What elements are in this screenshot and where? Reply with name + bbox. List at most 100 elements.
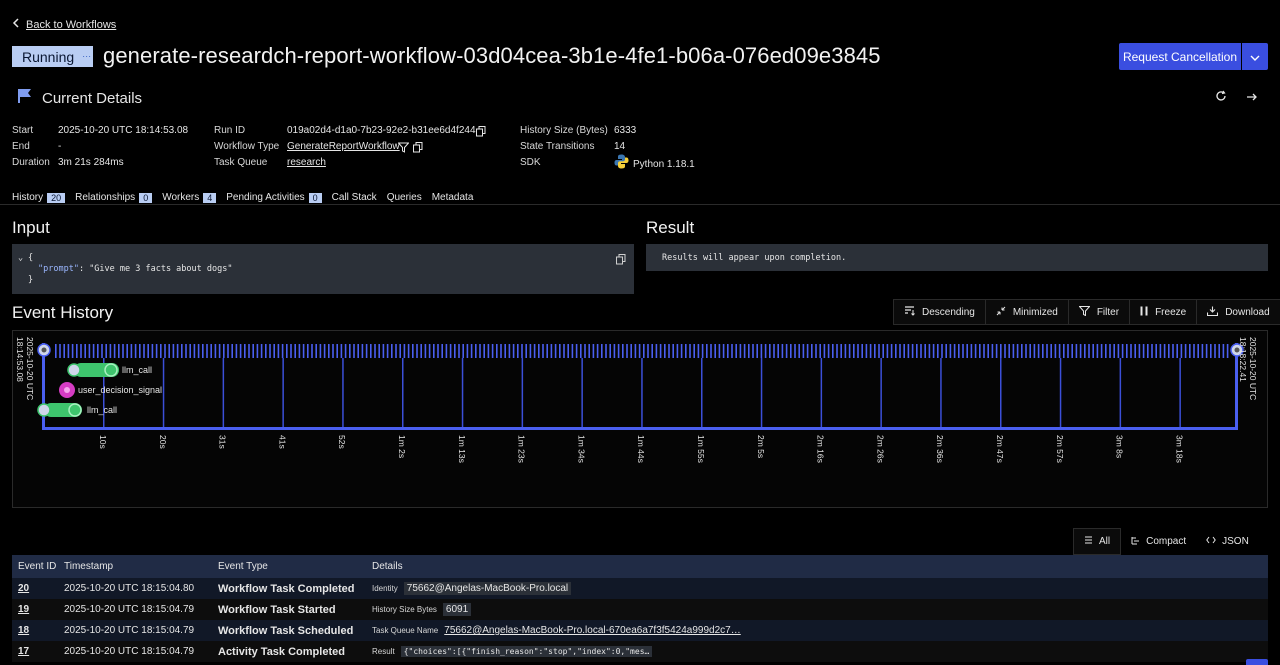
timeline-event-stripe xyxy=(428,344,431,358)
table-row[interactable]: 18 2025-10-20 UTC 18:15:04.79 Workflow T… xyxy=(12,620,1268,641)
column-header-timestamp[interactable]: Timestamp xyxy=(58,555,212,578)
workflow-type-link[interactable]: GenerateReportWorkflow xyxy=(287,141,400,152)
filter-by-type-button[interactable] xyxy=(397,140,410,158)
timeline-event-stripe xyxy=(365,344,368,358)
event-id-link[interactable]: 20 xyxy=(18,583,30,594)
tab-pending-activities[interactable]: Pending Activities 0 xyxy=(226,192,322,203)
detail-value-link[interactable]: 75662@Angelas-MacBook-Pro.local-670ea6a7… xyxy=(444,625,741,636)
timeline-event-stripe xyxy=(1063,344,1065,358)
timeline-event-stripe xyxy=(487,344,490,358)
timeline-event-stripe xyxy=(353,344,355,358)
timeline-tick-label: 1m 13s xyxy=(456,435,467,463)
timeline-event-stripe xyxy=(1210,344,1212,358)
tab-queries[interactable]: Queries xyxy=(387,192,422,203)
timeline-event-stripe xyxy=(836,344,838,358)
minimized-button[interactable]: Minimized xyxy=(985,300,1069,324)
event-timeline[interactable]: llm_call user_decision_signal llm_call 2… xyxy=(12,330,1268,508)
request-cancellation-button[interactable]: Request Cancellation xyxy=(1119,43,1241,70)
copy-workflow-type-button[interactable] xyxy=(413,140,423,158)
table-row[interactable]: 20 2025-10-20 UTC 18:15:04.80 Workflow T… xyxy=(12,578,1268,599)
timeline-event-stripe xyxy=(1113,344,1115,358)
copy-run-id-button[interactable] xyxy=(476,124,486,142)
workflow-start-marker[interactable] xyxy=(37,343,51,357)
tab-metadata[interactable]: Metadata xyxy=(432,192,474,203)
scroll-to-top-button[interactable] xyxy=(1246,659,1268,665)
timeline-activity-llm-call-2[interactable] xyxy=(37,403,82,417)
timeline-event-stripe xyxy=(718,344,721,358)
event-id-link[interactable]: 19 xyxy=(18,604,30,615)
result-title: Result xyxy=(646,218,695,237)
timeline-event-stripe xyxy=(130,344,133,358)
freeze-button[interactable]: Freeze xyxy=(1130,300,1198,324)
event-history-title: Event History xyxy=(12,303,114,322)
timeline-event-stripe xyxy=(563,344,565,358)
event-id-link[interactable]: 17 xyxy=(18,646,30,657)
task-queue-link[interactable]: research xyxy=(287,157,326,168)
timeline-event-stripe xyxy=(785,344,788,358)
collapse-toggle-icon[interactable]: ⌄ xyxy=(18,253,24,263)
timeline-event-stripe xyxy=(1100,344,1103,358)
timeline-event-stripe xyxy=(67,344,70,358)
column-header-event-type[interactable]: Event Type xyxy=(212,555,366,578)
timeline-event-stripe xyxy=(748,344,750,358)
timeline-event-stripe xyxy=(685,344,687,358)
expand-panel-button[interactable] xyxy=(1244,90,1260,106)
table-row[interactable]: 19 2025-10-20 UTC 18:15:04.79 Workflow T… xyxy=(12,599,1268,620)
timeline-event-stripe xyxy=(1222,344,1225,358)
status-label: Running xyxy=(22,48,75,65)
timeline-event-stripe xyxy=(613,344,616,358)
download-button[interactable]: Download xyxy=(1197,300,1280,324)
timeline-activity-llm-call-1[interactable] xyxy=(67,363,119,377)
tab-call-stack[interactable]: Call Stack xyxy=(332,192,377,203)
table-row[interactable]: 17 2025-10-20 UTC 18:15:04.79 Activity T… xyxy=(12,641,1268,662)
timeline-event-stripe xyxy=(651,344,653,358)
tab-history[interactable]: History 20 xyxy=(12,192,66,203)
event-timestamp: 2025-10-20 UTC 18:15:04.79 xyxy=(58,599,212,620)
actions-dropdown-button[interactable] xyxy=(1242,43,1268,70)
timeline-tick-label: 1m 2s xyxy=(397,435,407,459)
timeline-event-stripe xyxy=(882,344,884,358)
timeline-event-stripe xyxy=(155,344,158,358)
tab-workers[interactable]: Workers 4 xyxy=(162,192,217,203)
timeline-event-stripe xyxy=(147,344,149,358)
timeline-event-stripe xyxy=(542,344,544,358)
column-header-event-id[interactable]: Event ID xyxy=(12,555,58,578)
tab-label: Call Stack xyxy=(331,192,377,203)
timeline-event-stripe xyxy=(521,344,523,358)
sort-descending-button[interactable]: Descending xyxy=(894,300,986,324)
refresh-button[interactable] xyxy=(1213,90,1229,106)
timeline-tick-line xyxy=(103,358,105,428)
column-header-details[interactable]: Details xyxy=(366,555,1268,578)
timeline-event-stripe xyxy=(332,344,334,358)
timeline-event-stripe xyxy=(508,344,511,358)
timeline-event-stripe xyxy=(727,344,729,358)
event-id-link[interactable]: 18 xyxy=(18,625,30,636)
timeline-signal-user-decision[interactable] xyxy=(59,382,75,398)
timeline-event-stripe xyxy=(962,344,964,358)
timeline-event-stripe xyxy=(1126,344,1128,358)
view-compact-button[interactable]: Compact xyxy=(1121,528,1196,555)
workflow-end-marker[interactable] xyxy=(1230,343,1244,357)
input-title: Input xyxy=(12,218,50,237)
timeline-canvas xyxy=(37,343,1244,430)
timeline-event-stripe xyxy=(1130,344,1132,358)
timeline-event-stripe xyxy=(181,344,183,358)
timeline-event-stripe xyxy=(550,344,553,358)
view-all-button[interactable]: All xyxy=(1073,528,1122,555)
timeline-event-stripe xyxy=(722,344,725,358)
timeline-event-stripe xyxy=(937,344,939,358)
filter-button[interactable]: Filter xyxy=(1068,300,1131,324)
timeline-event-stripe xyxy=(554,344,557,358)
timeline-event-stripe xyxy=(176,344,179,358)
timeline-event-stripe xyxy=(290,344,292,358)
timeline-event-stripe xyxy=(781,344,784,358)
back-to-workflows-link[interactable]: Back to Workflows xyxy=(12,18,116,31)
tab-relationships[interactable]: Relationships 0 xyxy=(75,192,153,203)
detail-value: {"choices":[{"finish_reason":"stop","ind… xyxy=(400,646,653,657)
timeline-event-stripe xyxy=(1042,344,1044,358)
timeline-event-stripe xyxy=(970,344,973,358)
view-json-button[interactable]: JSON xyxy=(1196,528,1259,555)
copy-input-button[interactable] xyxy=(616,252,626,270)
timeline-event-stripe xyxy=(1184,344,1187,358)
timeline-event-stripe xyxy=(769,344,771,358)
